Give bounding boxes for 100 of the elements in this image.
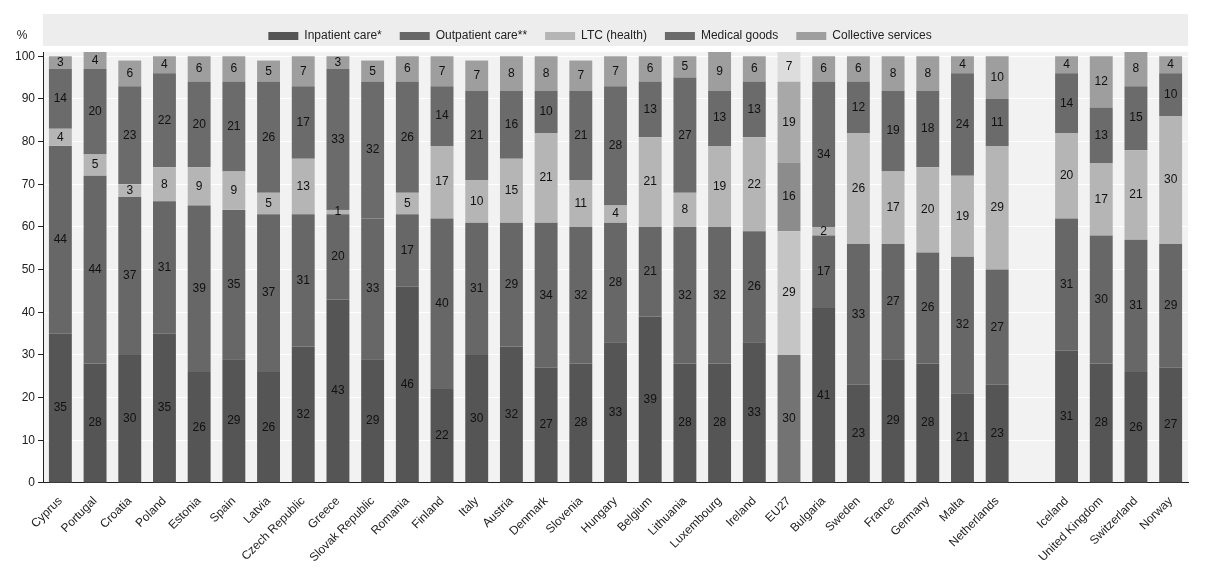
bar: [291, 86, 315, 159]
bar: [1159, 116, 1183, 245]
data-label: 28: [712, 415, 727, 430]
bar: [499, 346, 523, 483]
bar: [881, 90, 905, 172]
bar: [881, 359, 905, 483]
bar: [499, 90, 523, 159]
bar: [153, 333, 176, 483]
data-label: 32: [678, 287, 692, 302]
bar: [1089, 56, 1113, 108]
data-label: 29: [886, 413, 901, 428]
y-tick-label: 20: [21, 389, 36, 404]
data-label: 17: [817, 264, 831, 279]
bar: [708, 363, 732, 483]
bar: [673, 226, 697, 364]
data-label: 33: [747, 404, 762, 419]
data-label: 17: [435, 174, 450, 189]
bar: [985, 56, 1009, 99]
legend-label: LTC (health): [581, 28, 647, 43]
data-label: 37: [123, 268, 137, 283]
bar: [118, 354, 142, 483]
data-label: 30: [782, 411, 796, 426]
bar: [777, 231, 801, 355]
bar: [569, 363, 593, 483]
data-label: 39: [192, 281, 207, 296]
bar: [48, 69, 72, 129]
data-label: 11: [990, 114, 1004, 129]
data-label: 31: [470, 281, 484, 296]
data-label: 18: [921, 121, 935, 136]
bar: [951, 56, 974, 74]
data-label: 19: [955, 208, 970, 223]
y-tick-label: 10: [21, 432, 36, 447]
data-label: 33: [608, 404, 623, 419]
data-label: 34: [539, 287, 554, 302]
data-label: 29: [990, 200, 1005, 215]
bar: [430, 145, 454, 219]
data-label: 6: [646, 61, 654, 76]
bar: [222, 81, 246, 172]
data-label: 8: [161, 176, 169, 191]
bar: [812, 81, 836, 227]
data-label: 12: [1094, 74, 1109, 89]
bar: [465, 60, 489, 91]
data-label: 20: [192, 116, 207, 131]
data-label: 20: [921, 202, 935, 217]
bar: [465, 180, 489, 223]
data-label: 16: [504, 116, 519, 131]
bar: [916, 252, 940, 364]
bar: [638, 316, 662, 483]
data-label: 20: [88, 104, 103, 119]
bar: [569, 60, 593, 91]
bar: [83, 363, 107, 483]
data-label: 31: [296, 272, 311, 287]
data-label: 5: [265, 63, 273, 78]
bar: [187, 167, 211, 206]
bar: [1055, 133, 1079, 219]
data-label: 23: [123, 127, 137, 142]
data-label: 23: [851, 425, 866, 440]
bar: [1055, 218, 1079, 351]
data-label: 26: [261, 419, 276, 434]
bar: [326, 299, 350, 483]
data-label: 8: [1132, 61, 1140, 76]
data-label: 5: [91, 157, 99, 172]
bar: [83, 52, 107, 70]
bar: [395, 214, 419, 287]
bar: [812, 56, 836, 82]
data-label: 4: [161, 57, 169, 72]
bar: [742, 342, 766, 483]
bar: [777, 162, 801, 232]
bar: [118, 86, 142, 185]
data-label: 14: [53, 91, 68, 106]
bar: [985, 269, 1009, 385]
bar: [604, 205, 627, 223]
bar: [395, 192, 419, 215]
data-label: 9: [716, 63, 724, 78]
data-label: 3: [57, 54, 65, 69]
data-label: 41: [817, 387, 831, 402]
data-label: 14: [435, 108, 450, 123]
data-label: 13: [296, 178, 311, 193]
data-label: 6: [750, 61, 758, 76]
data-label: 6: [855, 61, 863, 76]
bar: [708, 52, 732, 91]
bar: [846, 81, 870, 134]
data-label: 28: [678, 415, 692, 430]
data-label: 4: [959, 57, 967, 72]
bar: [1055, 56, 1079, 74]
data-label: 32: [365, 142, 380, 157]
bar: [1159, 56, 1183, 74]
data-label: 8: [508, 65, 516, 80]
data-label: 13: [643, 101, 658, 116]
bar: [673, 192, 697, 227]
data-label: 4: [91, 52, 99, 67]
bar: [604, 342, 627, 483]
data-label: 7: [438, 63, 446, 78]
data-label: 21: [1129, 187, 1143, 202]
data-label: 33: [851, 306, 866, 321]
data-label: 6: [195, 61, 203, 76]
bar: [361, 60, 385, 82]
bar: [1124, 372, 1148, 483]
bar: [1055, 350, 1079, 483]
bar: [534, 222, 558, 368]
